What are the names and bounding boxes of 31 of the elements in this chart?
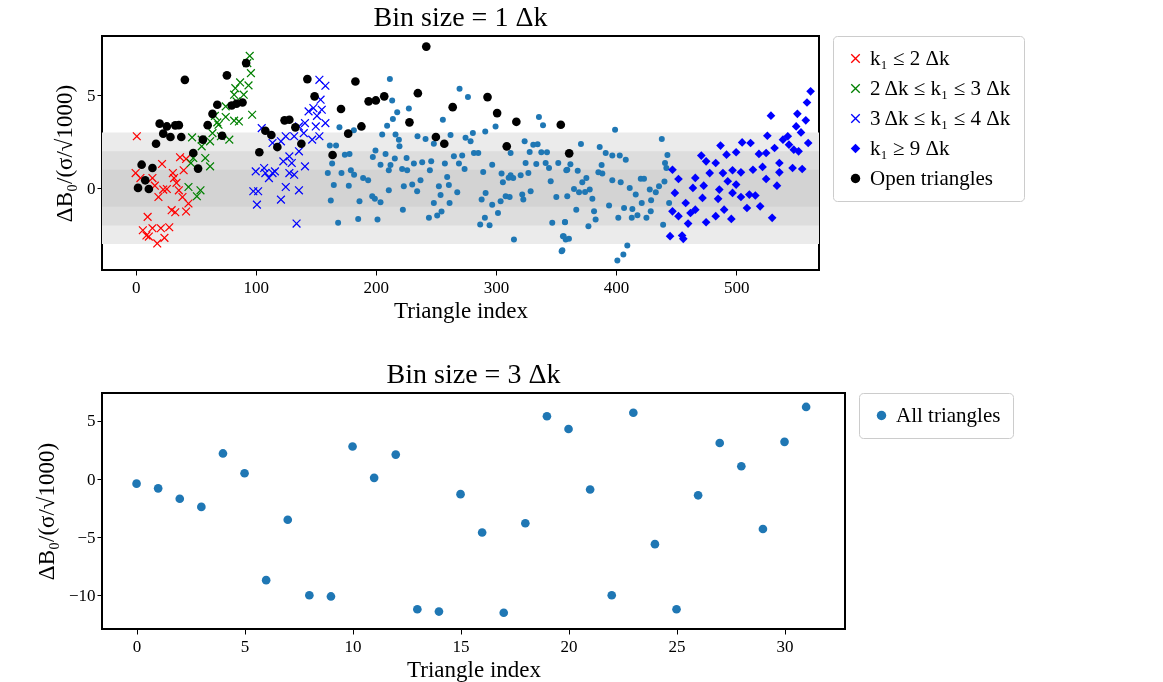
- y-tick-label: 0: [87, 178, 96, 198]
- x-axis-title: Triangle index: [394, 297, 529, 323]
- legend-label: 2 Δk ≤ k₁ ≤ 3 Δk: [870, 75, 1011, 100]
- x-tick-label: 0: [132, 636, 142, 656]
- x-tick-label: 25: [668, 636, 686, 656]
- x-tick-label: 15: [452, 636, 470, 656]
- y-tick-label: −5: [77, 527, 96, 547]
- chart-title: Bin size = 3 Δk: [386, 357, 561, 389]
- legend-label: Open triangles: [870, 165, 994, 190]
- x-tick-label: 100: [243, 277, 269, 297]
- legend-label: 3 Δk ≤ k₁ ≤ 4 Δk: [870, 105, 1011, 130]
- legend-label: All triangles: [896, 402, 1001, 427]
- x-tick-label: 5: [240, 636, 250, 656]
- x-axis-title: Triangle index: [407, 656, 542, 682]
- x-tick-label: 10: [344, 636, 362, 656]
- legend-label: k₁ ≥ 9 Δk: [870, 135, 951, 160]
- x-tick-label: 200: [363, 277, 390, 297]
- y-tick-label: 5: [87, 411, 96, 431]
- x-tick-label: 300: [483, 277, 510, 297]
- x-tick-label: 400: [603, 277, 630, 297]
- x-tick-label: 30: [776, 636, 794, 656]
- y-axis-title: ΔB₀/(σ/√1000): [52, 84, 77, 223]
- x-tick-label: 0: [131, 277, 141, 297]
- y-tick-label: 5: [87, 85, 96, 105]
- y-tick-label: −10: [68, 585, 96, 605]
- x-tick-label: 20: [560, 636, 578, 656]
- chart-title: Bin size = 1 Δk: [373, 0, 548, 32]
- y-tick-label: 0: [87, 469, 96, 489]
- y-axis-title: ΔB₀/(σ/√1000): [33, 442, 59, 581]
- legend-label: k₁ ≤ 2 Δk: [870, 45, 951, 70]
- x-tick-label: 500: [723, 277, 750, 297]
